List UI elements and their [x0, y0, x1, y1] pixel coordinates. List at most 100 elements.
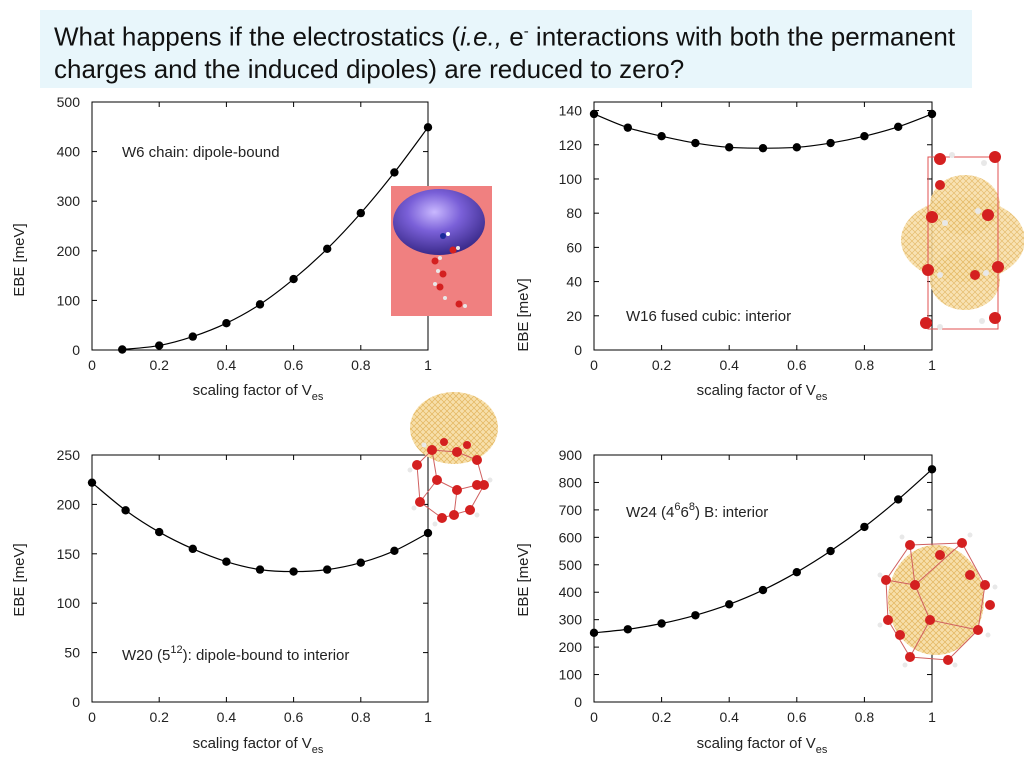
w20-xtick-label: 1 [424, 709, 432, 725]
chart-w16: 0 0.2 0.4 0.6 0.8 1 0 20 40 60 80 100 120 140 W16 fus… [515, 101, 937, 403]
w20-ytick-label: 150 [57, 546, 81, 562]
w20-xtick-label: 0.4 [217, 709, 237, 725]
w16-data-point [860, 132, 869, 141]
w20-data-point [155, 527, 164, 537]
w24-ytick-label: 300 [559, 612, 583, 628]
w24-data-point [657, 619, 666, 628]
w6-xtick-label: 0.4 [217, 357, 237, 373]
w20-ytick-label: 0 [72, 694, 80, 710]
slide-title: What happens if the electrostatics (i.e.… [54, 16, 964, 85]
w24-xtick-label: 0.4 [719, 709, 739, 725]
w16-xtick-label: 0.2 [652, 357, 672, 373]
w16-data-point [927, 109, 937, 119]
w16-data-point [725, 143, 734, 152]
w16-annotation: W16 fused cubic: interior [626, 308, 791, 325]
title-part-a: What happens if the electrostatics ( [54, 21, 461, 52]
w24-xtick-label: 0.8 [855, 709, 875, 725]
w24-data-point [725, 600, 734, 609]
w16-ytick-label: 40 [566, 274, 582, 290]
w24-ylabel: EBE [meV] [515, 543, 532, 616]
w16-ytick-label: 20 [566, 308, 582, 324]
w20-xtick-label: 0 [88, 709, 96, 725]
w6-xtick-label: 0 [88, 357, 96, 373]
w20-ytick-label: 250 [57, 447, 81, 463]
w16-ytick-label: 140 [559, 103, 583, 119]
w20-plot-frame [91, 454, 429, 703]
w20-xlabel: scaling factor of Ves [193, 735, 324, 756]
w20-data-point [87, 478, 97, 487]
w24-data-point [894, 495, 903, 504]
interior-cluster-icon [877, 532, 998, 668]
w20-data-point [390, 546, 399, 556]
w6-series-line [122, 126, 429, 351]
w20-data-point [188, 544, 197, 554]
w6-plot-layer: 0 0.2 0.4 0.6 0.8 1 0 100 200 300 400 500 [57, 94, 433, 373]
w6-data-point [118, 345, 127, 354]
w20-plot-layer: 0 0.2 0.4 0.6 0.8 1 0 50 100 150 200 250 [57, 447, 433, 725]
w24-ytick-label: 400 [559, 584, 583, 600]
w24-annotation: W24 (4668) B: interior [626, 501, 768, 521]
w16-plot-layer: 0 0.2 0.4 0.6 0.8 1 0 20 40 60 80 100 120 140 [559, 101, 937, 373]
w24-data-point [589, 628, 599, 638]
w20-data-point [323, 565, 332, 574]
w16-data-point [792, 143, 801, 152]
w6-xtick-label: 0.6 [284, 357, 304, 373]
w24-data-point [623, 625, 632, 634]
w20-data-point [255, 565, 265, 574]
w6-plot-frame [91, 101, 429, 351]
w6-data-point [390, 168, 399, 177]
w16-ytick-label: 60 [566, 239, 582, 255]
w24-xtick-label: 0.6 [787, 709, 807, 725]
w20-data-point [289, 567, 298, 576]
w24-ytick-label: 200 [559, 639, 583, 655]
w24-xlabel: scaling factor of Ves [697, 735, 828, 756]
w6-xtick-label: 1 [424, 357, 432, 373]
w24-xtick-label: 0 [590, 709, 598, 725]
w20-ytick-label: 200 [57, 496, 81, 512]
w16-data-point [623, 123, 632, 132]
w24-ytick-label: 500 [559, 557, 583, 573]
w16-ytick-label: 100 [559, 171, 583, 187]
w6-ytick-label: 200 [57, 243, 81, 259]
cage-cluster-icon [407, 392, 498, 527]
title-superscript: - [523, 23, 529, 40]
w24-ytick-label: 700 [559, 502, 583, 518]
w20-xtick-label: 0.6 [284, 709, 304, 725]
w24-data-point [691, 611, 700, 620]
w24-xtick-label: 1 [928, 709, 936, 725]
dipole-orbital-icon [391, 186, 492, 316]
w6-ytick-label: 0 [72, 342, 80, 358]
w24-data-point [927, 465, 937, 474]
w16-xtick-label: 0.8 [855, 357, 875, 373]
w20-annotation: W20 (512): dipole-bound to interior [122, 644, 349, 664]
w16-xtick-label: 0.6 [787, 357, 807, 373]
w16-data-point [758, 143, 768, 153]
w16-xtick-label: 0 [590, 357, 598, 373]
w6-xtick-label: 0.8 [351, 357, 371, 373]
w20-data-point [222, 557, 231, 566]
w20-ytick-label: 50 [64, 645, 80, 661]
chart-w20: 0 0.2 0.4 0.6 0.8 1 0 50 100 150 200 250 W20 (512):… [11, 447, 433, 756]
w6-data-point [323, 244, 332, 254]
w24-ytick-label: 0 [574, 694, 582, 710]
w6-xtick-label: 0.2 [149, 357, 169, 373]
w24-data-point [860, 522, 869, 532]
w16-series-line [593, 113, 933, 149]
w24-xtick-label: 0.2 [652, 709, 672, 725]
w16-ytick-label: 0 [574, 342, 582, 358]
w16-ytick-label: 120 [559, 137, 583, 153]
w6-ylabel: EBE [meV] [11, 223, 28, 296]
title-part-c: interactions with both the permanent cha… [54, 21, 956, 84]
w6-ytick-label: 500 [57, 94, 81, 110]
w20-data-point [356, 558, 365, 567]
w16-data-point [691, 138, 700, 148]
title-box: What happens if the electrostatics (i.e.… [40, 10, 972, 88]
cubic-cluster-icon [901, 151, 1024, 330]
w16-data-point [657, 132, 666, 141]
w6-data-point [255, 300, 265, 309]
w16-xlabel: scaling factor of Ves [697, 382, 828, 403]
w24-ytick-label: 900 [559, 447, 583, 463]
w6-ytick-label: 100 [57, 292, 81, 308]
w24-data-point [792, 567, 801, 577]
w6-data-point [188, 332, 197, 341]
